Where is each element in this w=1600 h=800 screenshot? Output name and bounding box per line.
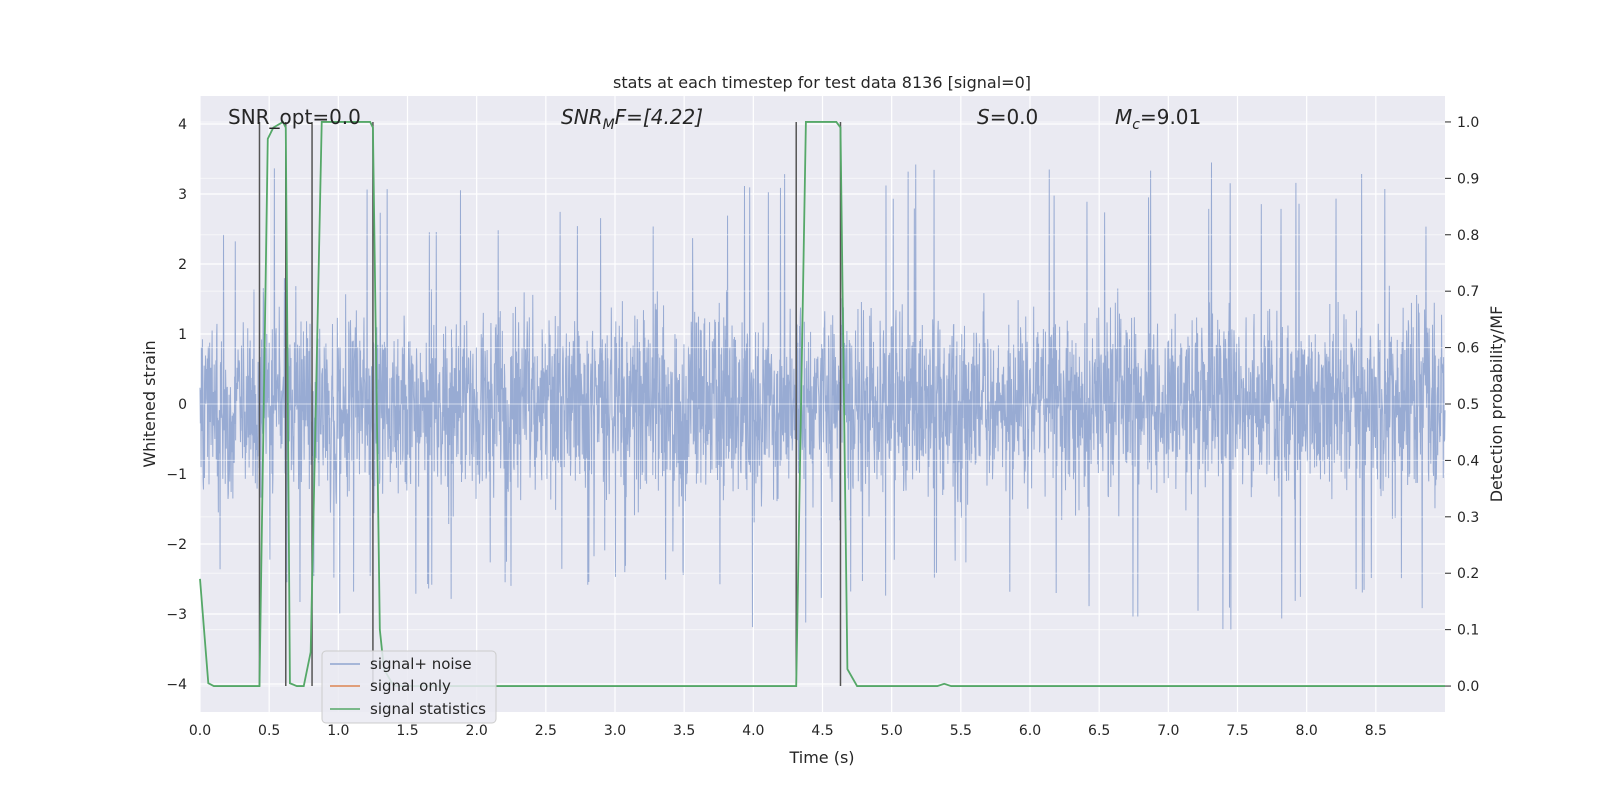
y2-tick-label: 0.1: [1457, 623, 1479, 639]
y2-tick-label: 0.6: [1457, 341, 1479, 357]
snr-opt-annotation: SNR_opt=0.0: [228, 105, 361, 129]
x-tick-label: 5.0: [881, 723, 903, 739]
snr-mf-main: SNR: [561, 105, 603, 129]
snr-mf-annotation: SNRMF=[4.22]: [561, 105, 703, 133]
x-tick-label: 4.0: [742, 723, 764, 739]
statistics-trace: [199, 120, 1445, 687]
y-tick-label: −4: [166, 677, 187, 693]
x-tick-label: 5.5: [950, 723, 972, 739]
noise-trace: [199, 121, 1446, 687]
statistics-line: [199, 120, 1445, 687]
x-tick-label: 8.0: [1296, 723, 1318, 739]
x-tick-label: 7.5: [1226, 723, 1248, 739]
noise-line: [199, 162, 1446, 630]
y2-tick-label: 0.0: [1457, 679, 1479, 695]
y2-tick-label: 0.4: [1457, 453, 1479, 469]
y-tick-label: 1: [178, 327, 187, 343]
legend-label-signal: signal only: [370, 677, 451, 695]
x-tick-label: 1.0: [327, 723, 349, 739]
snr-mf-sub: M: [603, 117, 615, 133]
y2-tick-label: 1.0: [1457, 115, 1479, 131]
y-tick-label: 2: [178, 257, 187, 273]
x-tick-label: 6.5: [1088, 723, 1110, 739]
mc-rest: =9.01: [1140, 105, 1201, 129]
legend-label-noise: signal+ noise: [370, 655, 472, 673]
y2-tick-label: 0.3: [1457, 510, 1479, 526]
x-tick-label: 4.5: [811, 723, 833, 739]
y-tick-label: −1: [166, 467, 187, 483]
y-tick-label: 4: [178, 117, 187, 133]
x-tick-label: 8.5: [1365, 723, 1387, 739]
y-axis-title: Whitened strain: [140, 340, 159, 467]
detection-markers: [258, 121, 842, 687]
s-rest: =0.0: [990, 105, 1039, 129]
x-tick-label: 7.0: [1157, 723, 1179, 739]
y2-axis-title: Detection probability/MF: [1487, 306, 1506, 503]
x-tick-label: 2.5: [535, 723, 557, 739]
y-tick-label: 3: [178, 187, 187, 203]
mc-sub: c: [1132, 117, 1140, 133]
mc-main: M: [1115, 105, 1132, 129]
y2-tick-label: 0.9: [1457, 171, 1479, 187]
s-annotation: S=0.0: [977, 105, 1038, 129]
legend-box: [321, 650, 497, 724]
chart-title: stats at each timestep for test data 813…: [613, 73, 1031, 92]
mc-annotation: Mc=9.01: [1115, 105, 1201, 133]
s-main: S: [977, 105, 990, 129]
x-tick-label: 3.0: [604, 723, 626, 739]
y2-tick-label: 0.7: [1457, 284, 1479, 300]
y-tick-label: −2: [166, 537, 187, 553]
y2-tick-label: 0.2: [1457, 566, 1479, 582]
y-tick-label: 0: [178, 397, 187, 413]
y-tick-label: −3: [166, 607, 187, 623]
axis-ticks: 0.0 0.5 1.0 1.5 2.0 2.5 3.0 3.5 4.0 4.5 5.0 5.5 6.0 6…: [166, 115, 1479, 739]
legend-label-statistics: signal statistics: [370, 700, 486, 718]
x-tick-label: 0.5: [258, 723, 280, 739]
legend: signal+ noise signal only signal statist…: [321, 650, 497, 724]
x-tick-label: 2.0: [466, 723, 488, 739]
snr-mf-rest: F=[4.22]: [615, 105, 703, 129]
y2-tick-label: 0.5: [1457, 397, 1479, 413]
y2-tick-label: 0.8: [1457, 228, 1479, 244]
x-axis-title: Time (s): [788, 748, 854, 767]
x-tick-label: 0.0: [189, 723, 211, 739]
x-tick-label: 1.5: [396, 723, 418, 739]
x-tick-label: 6.0: [1019, 723, 1041, 739]
x-tick-label: 3.5: [673, 723, 695, 739]
